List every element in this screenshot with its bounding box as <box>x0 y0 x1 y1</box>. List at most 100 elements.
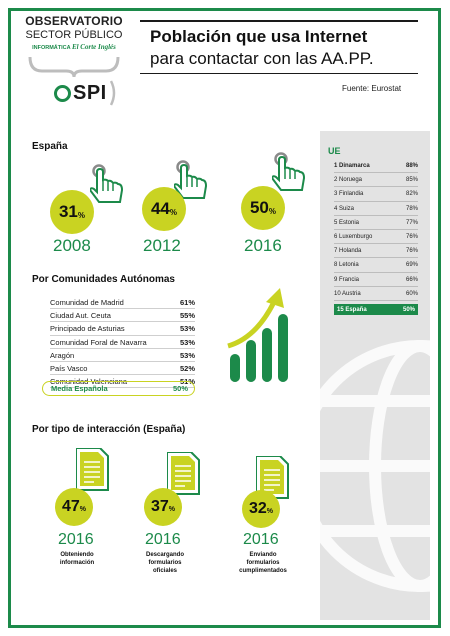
growth-bars-icon <box>227 288 288 382</box>
comunidades-label: Por Comunidades Autónomas <box>32 274 175 285</box>
label-line: Obteniendo <box>60 552 94 558</box>
ue-value: 69% <box>405 262 418 269</box>
ue-country: 1 Dinamarca <box>334 163 370 169</box>
ue-row: 4 Suiza 78% <box>334 202 418 216</box>
espana-2008-value: 31 <box>58 202 78 221</box>
media-value: 50% <box>172 384 188 393</box>
table-row: Ciudad Aut. Ceuta 55% <box>50 309 195 323</box>
ca-name: Principado de Asturias <box>50 324 125 334</box>
page-frame <box>8 8 441 628</box>
ue-value: 76% <box>405 233 418 240</box>
interaccion-label-1: Obteniendo información <box>45 551 109 567</box>
ca-value: 53% <box>179 337 195 347</box>
logo-bracket-icon <box>109 80 115 106</box>
interaccion-bubble-3: 32% <box>242 490 280 528</box>
ca-value: 53% <box>179 324 195 334</box>
espana-2016-year: 2016 <box>244 236 282 255</box>
percent-sign: % <box>168 506 176 513</box>
interaccion-label-3: Enviando formularios cumplimentados <box>230 551 296 575</box>
percent-sign: % <box>79 506 87 513</box>
espana-2016-bubble: 50% <box>241 186 285 230</box>
ue-value: 76% <box>405 248 418 255</box>
ue-espana-row: 15 España 50% <box>334 304 418 315</box>
ue-espana-value: 50% <box>402 306 415 313</box>
ca-name: Comunidad de Madrid <box>50 298 124 307</box>
table-row: Principado de Asturias 53% <box>50 322 195 336</box>
ue-panel <box>320 131 430 620</box>
ue-row: 2 Noruega 85% <box>334 173 418 188</box>
logo-brand: SPI <box>73 81 107 104</box>
table-row: Comunidad de Madrid 61% <box>50 296 195 310</box>
label-line: Enviando <box>249 552 277 558</box>
interaccion-label: Por tipo de interacción (España) <box>32 424 186 435</box>
ue-row: 3 Finlandia 82% <box>334 187 418 202</box>
interaccion-value: 32 <box>248 500 267 517</box>
ue-row: 1 Dinamarca 88% <box>334 159 418 174</box>
label-line: Descargando <box>145 552 184 558</box>
interaccion-bubble-2: 37% <box>144 488 182 526</box>
ca-value: 52% <box>179 363 195 373</box>
espana-label: España <box>32 141 68 152</box>
ue-country: 5 Estonia <box>334 219 360 226</box>
logo-sub-left: INFORMÁTICA <box>32 45 71 51</box>
logo: OBSERVATORIO SECTOR PÚBLICO INFORMÁTICA … <box>18 14 130 51</box>
media-espanola-row: Media Española 50% <box>42 381 195 396</box>
label-line: cumplimentados <box>239 568 287 574</box>
espana-2012-year: 2012 <box>143 236 181 255</box>
label-line: información <box>59 560 95 566</box>
percent-sign: % <box>77 210 86 220</box>
espana-2008-bubble: 31% <box>50 190 94 234</box>
ue-country: 6 Luxemburgo <box>334 233 373 240</box>
ue-row: 6 Luxemburgo 76% <box>334 230 418 245</box>
ue-value: 78% <box>405 205 418 212</box>
logo-o-icon <box>54 84 71 102</box>
title-regular: para contactar con las AA.PP. <box>150 49 374 68</box>
logo-line2: SECTOR PÚBLICO <box>25 29 123 41</box>
table-row: Comunidad Foral de Navarra 53% <box>50 336 195 349</box>
ca-name: País Vasco <box>50 363 88 373</box>
interaccion-value: 37 <box>150 498 169 515</box>
interaccion-year: 2016 <box>145 531 181 548</box>
espana-2008-year: 2008 <box>53 236 91 255</box>
ue-country: 2 Noruega <box>334 177 363 184</box>
hand-cursor-icon <box>90 164 124 204</box>
ue-row: 10 Austria 60% <box>334 287 418 301</box>
ca-name: Ciudad Aut. Ceuta <box>50 311 111 321</box>
ue-value: 88% <box>405 163 418 169</box>
espana-2012-value: 44 <box>150 199 170 218</box>
ue-country: 4 Suiza <box>334 205 355 212</box>
ue-ranking-list: 1 Dinamarca 88% 2 Noruega 85% 3 Finlandia 8… <box>334 159 418 301</box>
ue-row: 8 Letonia 69% <box>334 258 418 273</box>
label-line: formularios <box>148 560 182 566</box>
ue-country: 9 Francia <box>334 276 360 283</box>
ue-country: 8 Letonia <box>334 262 359 269</box>
ue-row: 5 Estonia 77% <box>334 216 418 230</box>
ue-espana-name: 15 España <box>337 306 367 313</box>
percent-sign: % <box>169 207 178 217</box>
ue-row: 9 Francia 66% <box>334 273 418 287</box>
ue-country: 10 Austria <box>334 290 361 297</box>
title-bold: Población que usa Internet <box>150 27 368 46</box>
interaccion-year: 2016 <box>58 531 94 548</box>
source-note: Fuente: Eurostat <box>342 84 402 93</box>
logo-sub-right: El Corte Inglés <box>71 43 116 51</box>
interaccion-label-2: Descargando formularios oficiales <box>132 551 198 575</box>
document-icon <box>76 448 109 491</box>
logo-ospi: SPI <box>54 80 118 106</box>
ca-value: 55% <box>179 311 195 321</box>
hand-cursor-icon <box>272 152 306 192</box>
ue-row: 7 Holanda 76% <box>334 244 418 259</box>
label-line: oficiales <box>152 568 177 574</box>
interaccion-value: 47 <box>61 498 80 515</box>
ue-title: UE <box>328 146 341 156</box>
ue-value: 85% <box>405 177 418 184</box>
ca-name: Aragón <box>50 350 75 360</box>
ue-value: 82% <box>405 191 418 198</box>
title-rule-bottom <box>140 73 418 74</box>
logo-line1: OBSERVATORIO <box>25 14 123 28</box>
ca-value: 53% <box>179 350 195 360</box>
interaccion-bubble-1: 47% <box>55 488 93 526</box>
ue-value: 77% <box>405 219 418 226</box>
table-row: Aragón 53% <box>50 349 195 362</box>
ca-name: Comunidad Foral de Navarra <box>50 337 147 347</box>
